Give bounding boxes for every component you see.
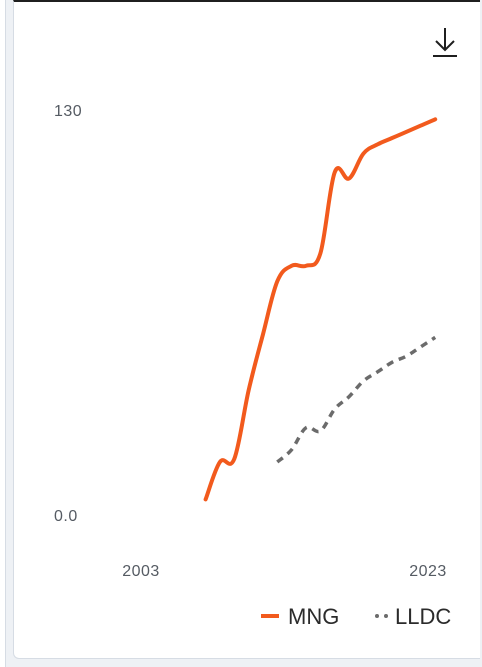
y-tick-label: 130 — [54, 103, 82, 120]
legend-swatch-lldc-dot — [375, 614, 379, 618]
download-icon — [433, 28, 457, 57]
y-tick-label: 0.0 — [54, 508, 78, 525]
chart-card — [13, 0, 480, 659]
x-axis: 2003 2023 — [122, 563, 447, 580]
x-tick-label: 2023 — [409, 563, 447, 580]
legend-swatch-lldc-dot — [384, 614, 388, 618]
legend-label-mng: MNG — [288, 604, 339, 629]
series-line-lldc — [276, 335, 437, 464]
legend-label-lldc: LLDC — [395, 604, 451, 629]
y-axis: 130 0.0 — [54, 103, 82, 525]
download-button[interactable] — [427, 22, 463, 62]
legend: MNG LLDC — [261, 604, 451, 629]
left-panel-edge — [0, 0, 6, 667]
plot-area — [203, 117, 438, 502]
series-line-mng — [203, 117, 438, 502]
x-tick-label: 2003 — [122, 563, 160, 580]
